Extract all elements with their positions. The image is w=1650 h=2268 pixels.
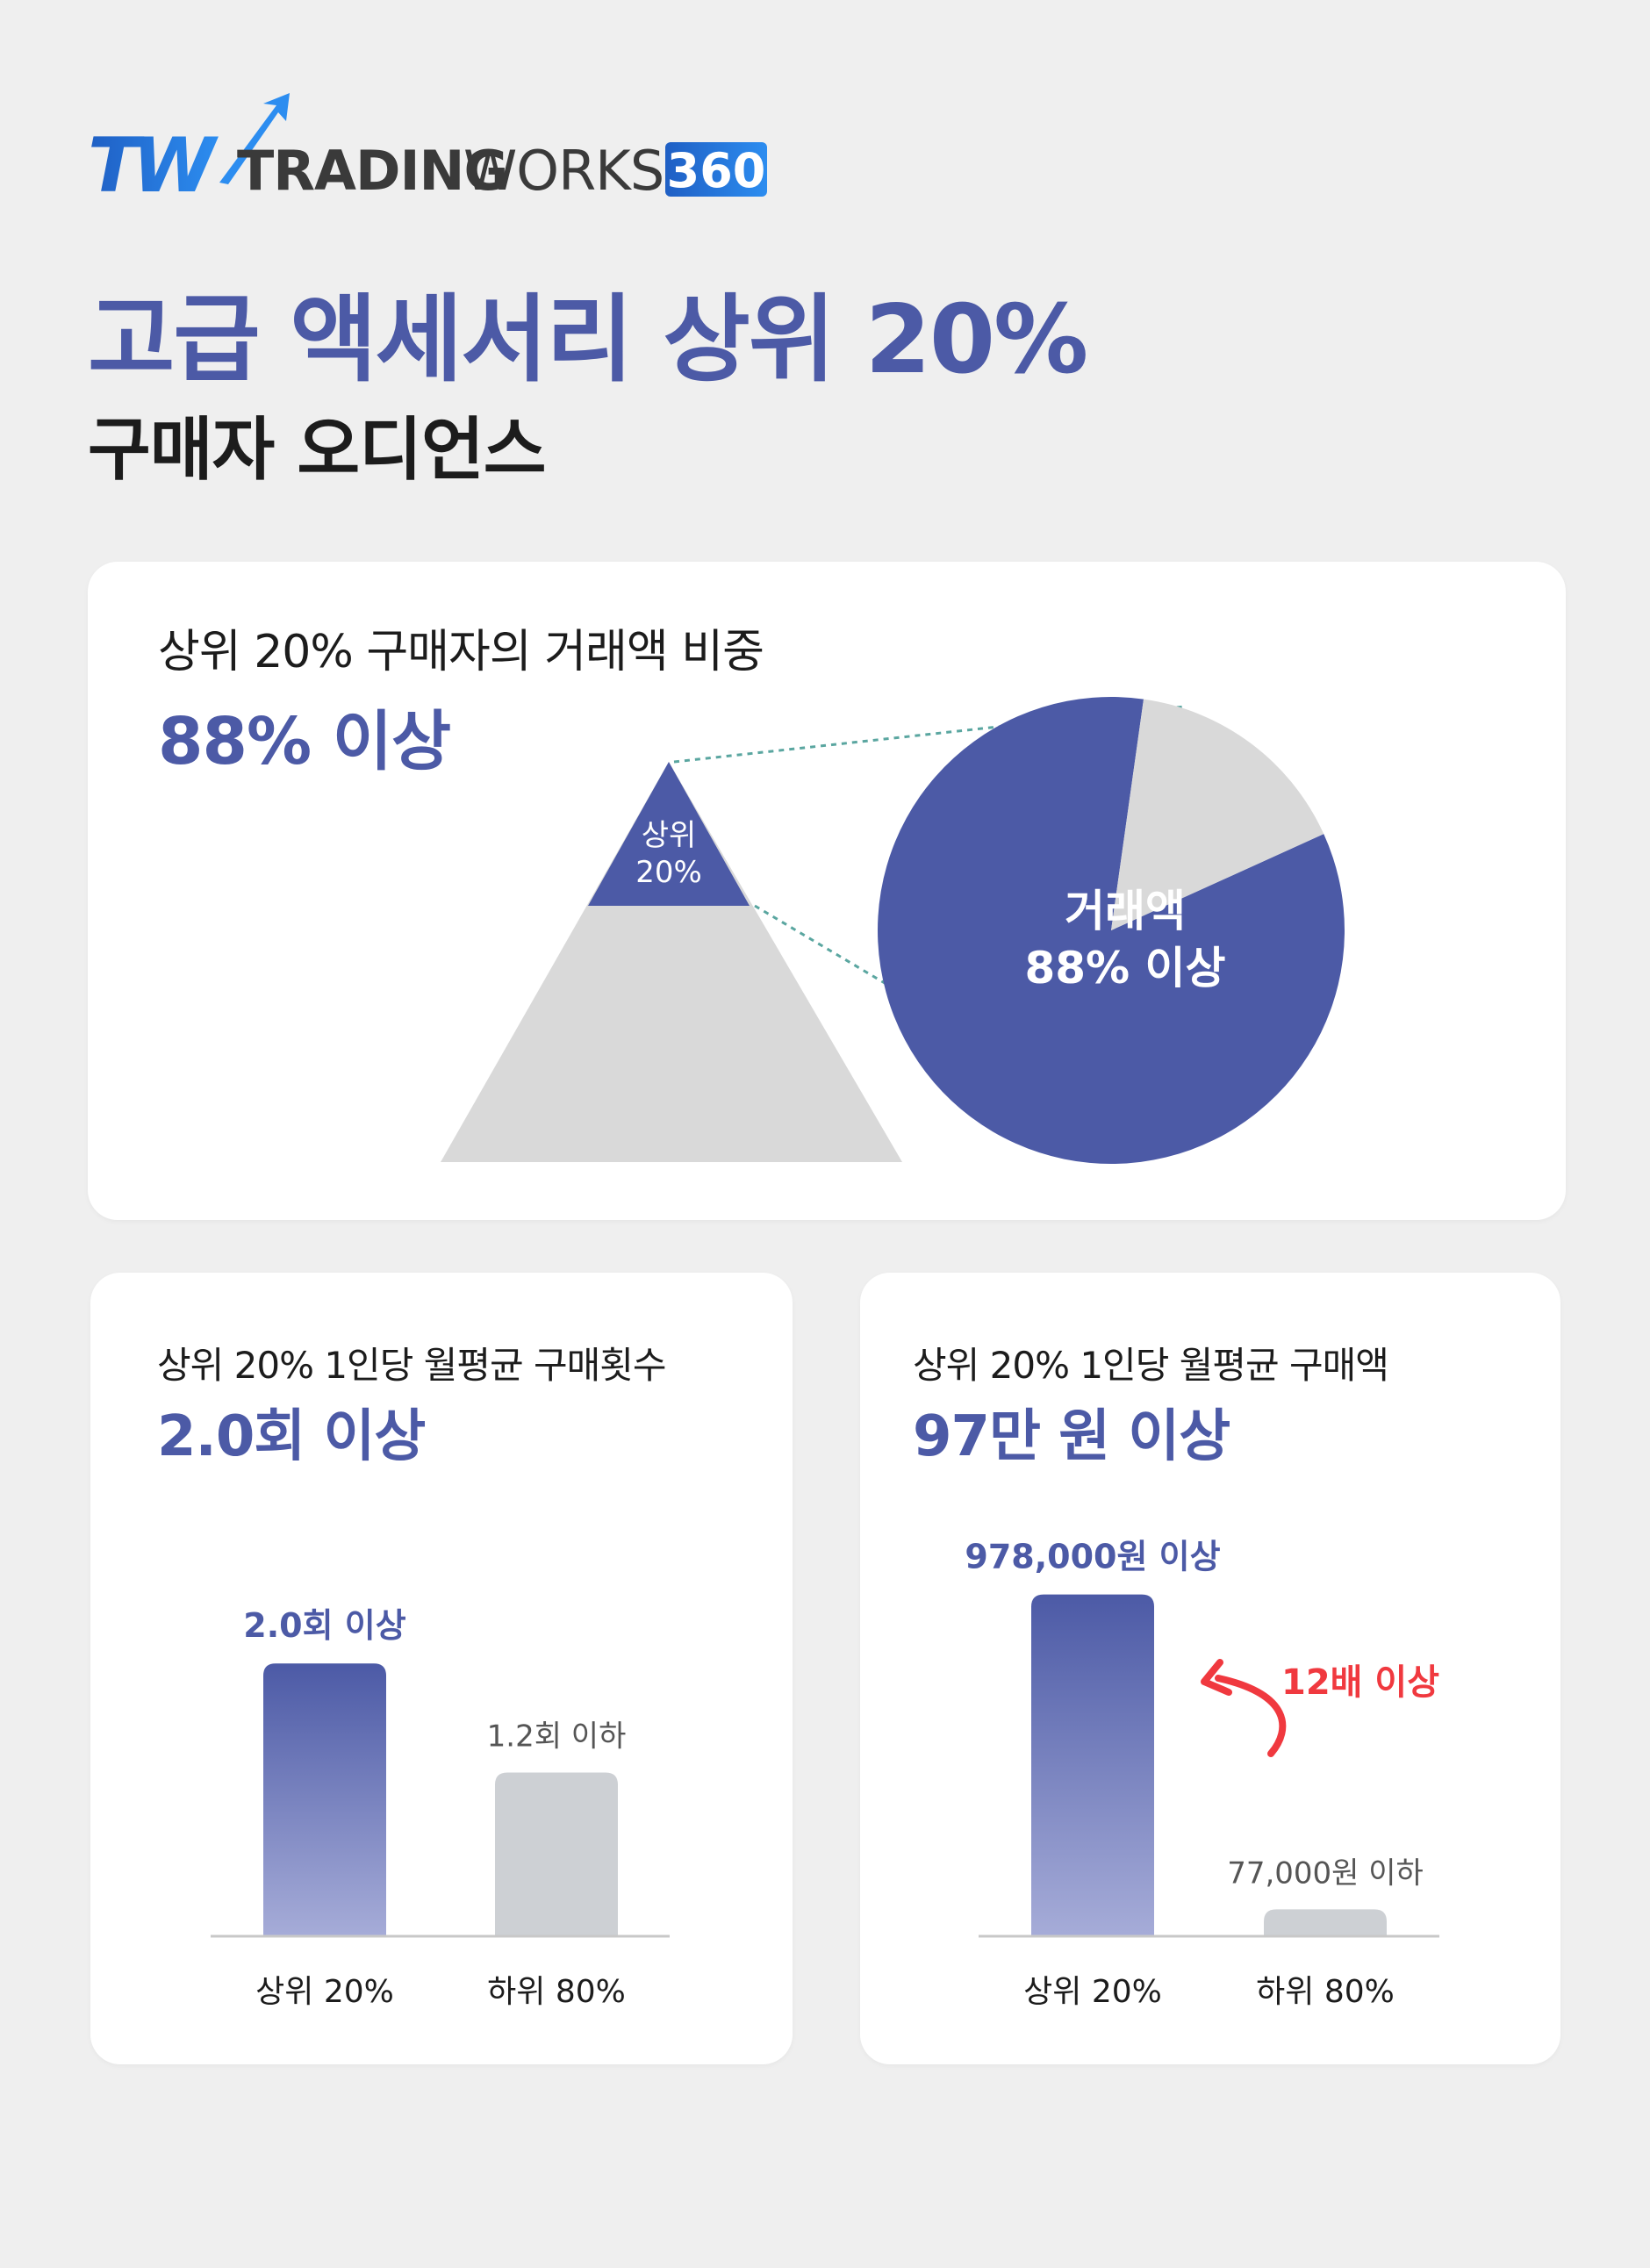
page-subtitle: 구매자 오디언스: [88, 411, 546, 490]
bar-bottom80: [495, 1772, 618, 1936]
pyramid-label-top: 상위: [642, 818, 697, 853]
pie-label-line2: 88% 이상: [1024, 943, 1225, 994]
right-card-heading: 상위 20% 1인당 월평균 구매액: [913, 1344, 1389, 1387]
logo-mark: TW: [88, 122, 219, 202]
bar-data-label: 1.2회 이하: [487, 1719, 627, 1755]
arrow-head-icon: [1201, 1659, 1232, 1696]
tradingworks-logo: TW TRADING WORKS 360: [88, 93, 767, 202]
bar-top20: [1031, 1594, 1154, 1936]
logo-name-light: WORKS: [463, 139, 664, 202]
bar-data-label: 77,000원 이하: [1227, 1855, 1424, 1891]
pyramid-base: [441, 762, 902, 1162]
arrow-up-icon: [219, 93, 290, 184]
multiplier-label: 12배 이상: [1281, 1662, 1439, 1703]
x-tick-label: 상위 20%: [1023, 1974, 1162, 2010]
page-title: 고급 액세서리 상위 20%: [88, 285, 1088, 395]
bar-top20: [263, 1663, 386, 1936]
logo-name-bold: TRADING: [237, 139, 507, 202]
purchase-amount-card: 상위 20% 1인당 월평균 구매액 97만 원 이상 12배 이상 978,0…: [860, 1273, 1560, 2064]
connector-line-top: [673, 705, 1186, 764]
pyramid-pie-chart: 상위 20% 거래액 88% 이상: [441, 697, 1345, 1164]
x-tick-label: 상위 20%: [255, 1974, 394, 2010]
top-share-card: 상위 20% 구매자의 거래액 비중 88% 이상 상위 20% 거래액 88%…: [88, 562, 1566, 1220]
logo-badge-text: 360: [667, 143, 766, 198]
x-tick-label: 하위 80%: [1256, 1974, 1395, 2010]
bar-data-label: 978,000원 이상: [965, 1538, 1220, 1576]
pie-label-line1: 거래액: [1065, 886, 1186, 937]
pie-slice-rest: [1111, 699, 1324, 930]
curved-arrow-icon: [1215, 1675, 1287, 1757]
x-tick-label: 하위 80%: [487, 1974, 626, 2010]
left-card-value: 2.0회 이상: [157, 1404, 426, 1469]
pyramid-top-segment: [588, 762, 750, 906]
right-card-value: 97만 원 이상: [913, 1404, 1230, 1469]
pie: [877, 697, 1345, 1164]
bar-bottom80: [1264, 1909, 1387, 1936]
logo-badge: [665, 142, 767, 197]
bar-data-label: 2.0회 이상: [243, 1606, 405, 1645]
pyramid-label-bottom: 20%: [635, 855, 702, 890]
top-card-heading: 상위 20% 구매자의 거래액 비중: [158, 626, 764, 678]
left-card-heading: 상위 20% 1인당 월평균 구매횟수: [157, 1344, 667, 1387]
top-card-value: 88% 이상: [158, 704, 451, 779]
